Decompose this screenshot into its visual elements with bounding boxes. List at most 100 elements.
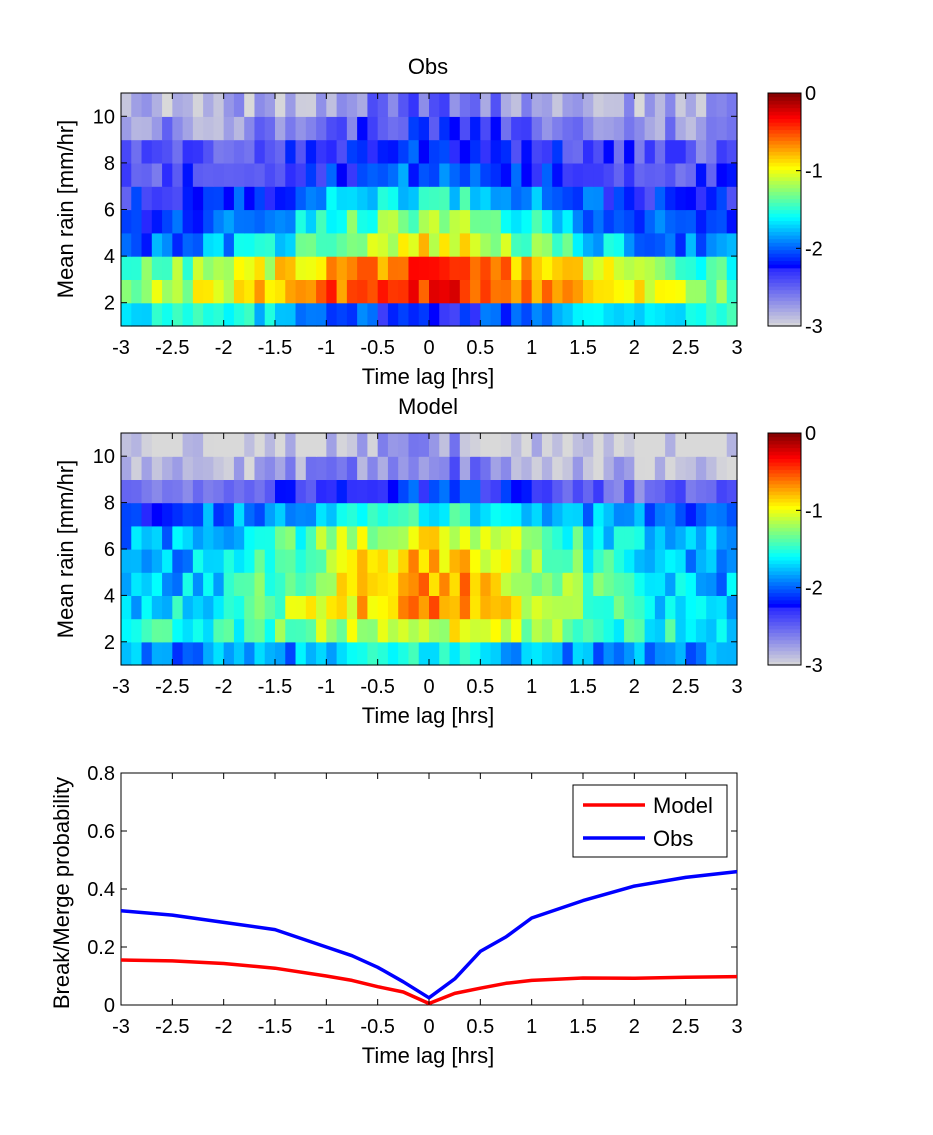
heatmap-cell xyxy=(305,139,317,164)
y-tick-label: 10 xyxy=(93,446,115,468)
heatmap-cell xyxy=(644,302,656,327)
heatmap-cell xyxy=(213,572,225,596)
colorbar-swatch xyxy=(768,451,801,456)
heatmap-cell xyxy=(470,209,481,234)
heatmap-cell xyxy=(572,232,584,257)
heatmap-cell xyxy=(192,456,204,480)
heatmap-cell xyxy=(716,433,728,457)
colorbar-swatch xyxy=(768,530,801,536)
heatmap-cell xyxy=(131,209,143,234)
colorbar-swatch xyxy=(768,307,801,313)
heatmap-cell xyxy=(387,618,399,643)
heatmap-cell xyxy=(665,232,676,257)
model-y-axis-label: Mean rain [mm/hr] xyxy=(53,460,78,639)
heatmap-cell xyxy=(552,572,564,596)
heatmap-cell xyxy=(429,502,440,527)
colorbar-swatch xyxy=(768,625,801,630)
heatmap-cell xyxy=(223,232,235,257)
heatmap-cell xyxy=(439,116,451,141)
heatmap-cell xyxy=(203,279,214,304)
heatmap-cell xyxy=(408,256,420,280)
heatmap-cell xyxy=(603,618,615,643)
heatmap-cell xyxy=(541,302,553,327)
heatmap-cell xyxy=(305,641,317,666)
x-tick-label: 2.5 xyxy=(672,1016,700,1038)
heatmap-cell xyxy=(429,641,440,666)
heatmap-cell xyxy=(500,162,512,187)
heatmap-cell xyxy=(572,502,584,527)
heatmap-cell xyxy=(275,232,286,257)
heatmap-cell xyxy=(223,162,235,187)
heatmap-cell xyxy=(141,186,153,211)
heatmap-cell xyxy=(675,549,687,573)
heatmap-cell xyxy=(131,595,143,620)
heatmap-cell xyxy=(346,549,358,573)
heatmap-cell xyxy=(634,302,646,327)
heatmap-cell xyxy=(121,186,132,211)
heatmap-cell xyxy=(275,162,286,187)
heatmap-cell xyxy=(408,595,420,620)
model-x-ticks: -3 -2.5 -2 -1.5 -1 -0.5 0 0.5 1 1.5 2 2.5 3 xyxy=(112,433,743,698)
x-tick-label: -2.5 xyxy=(155,676,189,698)
heatmap-cell xyxy=(398,279,410,304)
heatmap-cell xyxy=(233,256,245,280)
heatmap-cell xyxy=(654,456,666,480)
heatmap-cell xyxy=(141,549,153,573)
heatmap-cell xyxy=(182,162,194,187)
colorbar-swatch xyxy=(768,275,801,280)
heatmap-cell xyxy=(131,302,143,327)
colorbar-swatch xyxy=(768,209,801,214)
heatmap-cell xyxy=(367,572,379,596)
heatmap-cell xyxy=(346,162,358,187)
heatmap-cell xyxy=(634,479,646,504)
heatmap-cell xyxy=(562,302,574,327)
heatmap-cell xyxy=(500,256,512,280)
x-tick-label: -0.5 xyxy=(360,337,394,359)
heatmap-cell xyxy=(654,502,666,527)
heatmap-cell xyxy=(429,162,440,187)
x-tick-label: 2.5 xyxy=(672,337,700,359)
heatmap-cell xyxy=(151,209,163,234)
heatmap-cell xyxy=(408,456,420,480)
heatmap-cell xyxy=(162,456,173,480)
heatmap-cell xyxy=(408,139,420,164)
heatmap-cell xyxy=(675,479,687,504)
heatmap-cell xyxy=(182,93,194,117)
heatmap-cell xyxy=(490,256,502,280)
heatmap-cell xyxy=(264,502,276,527)
heatmap-cell xyxy=(552,209,564,234)
heatmap-cell xyxy=(552,502,564,527)
heatmap-cell xyxy=(706,232,718,257)
heatmap-cell xyxy=(346,502,358,527)
heatmap-cell xyxy=(316,456,327,480)
heatmap-cell xyxy=(172,572,184,596)
heatmap-cell xyxy=(716,232,728,257)
heatmap-cell xyxy=(316,279,327,304)
heatmap-cell xyxy=(377,279,389,304)
heatmap-cell xyxy=(151,433,163,457)
heatmap-cell xyxy=(439,572,451,596)
x-tick-label: -0.5 xyxy=(360,676,394,698)
heatmap-cell xyxy=(439,456,451,480)
heatmap-cell xyxy=(644,279,656,304)
colorbar-swatch xyxy=(768,628,801,633)
heatmap-cell xyxy=(162,116,173,141)
heatmap-cell xyxy=(675,641,687,666)
heatmap-cell xyxy=(398,433,410,457)
heatmap-cell xyxy=(665,186,676,211)
heatmap-cell xyxy=(695,502,707,527)
heatmap-cell xyxy=(316,572,327,596)
colorbar-swatch xyxy=(768,198,801,203)
heatmap-cell xyxy=(541,232,553,257)
colorbar-swatch xyxy=(768,636,801,641)
heatmap-cell xyxy=(716,641,728,666)
heatmap-cell xyxy=(685,209,697,234)
y-tick-label: 8 xyxy=(104,493,115,515)
heatmap-cell xyxy=(233,502,245,527)
heatmap-cell xyxy=(685,232,697,257)
heatmap-cell xyxy=(654,279,666,304)
heatmap-cell xyxy=(449,116,461,141)
heatmap-cell xyxy=(726,572,738,596)
heatmap-cell xyxy=(254,116,266,141)
heatmap-cell xyxy=(685,256,697,280)
